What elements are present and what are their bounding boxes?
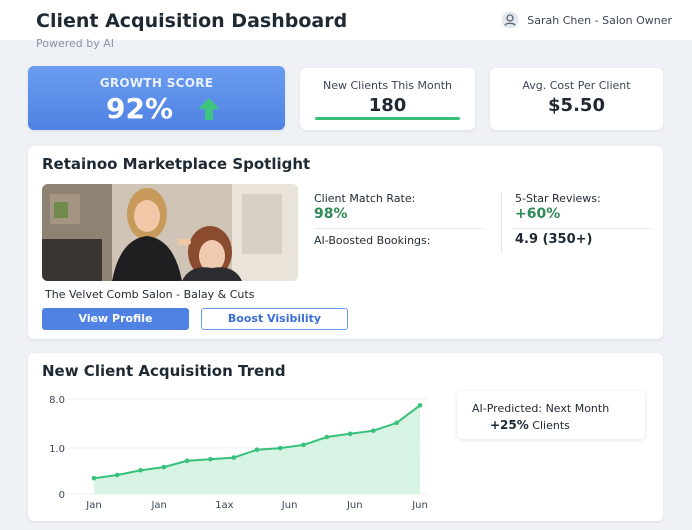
page-title: Client Acquisition Dashboard [36,10,348,32]
data-point [324,434,330,440]
prediction-text: +25% Clients [490,418,570,432]
growth-score-card: GROWTH SCORE 92% [28,66,285,130]
acquisition-trend-card: New Client Acquisition Trend 8.0 1.0 0 Jan… [28,353,663,521]
x-tick-label: Jun [411,500,428,511]
salon-name: The Velvet Comb Salon - Balay & Cuts [45,288,255,301]
growth-score-value: 92% [106,92,174,125]
boost-visibility-button[interactable]: Boost Visibility [201,308,348,330]
data-point [347,431,353,437]
ai-prediction-callout: AI-Predicted: Next Month +25% Clients [457,391,645,439]
rating-value: 4.9 (350+) [515,232,593,247]
user-name: Sarah Chen - Salon Owner [527,13,672,27]
y-tick-label: 8.0 [49,395,65,406]
x-tick-label: Jan [150,500,166,511]
powered-by-label: Powered by AI [36,37,115,50]
data-point [301,442,306,448]
stat-divider [512,228,652,229]
data-point [371,428,376,433]
data-point [91,475,97,481]
x-tick-label: Jun [281,500,298,511]
top-bar: Client Acquisition Dashboard Sarah Chen … [0,0,692,40]
spotlight-title: Retainoo Marketplace Spotlight [42,155,311,173]
marketplace-spotlight-card: Retainoo Marketplace Spotlight The Velve… [28,146,663,339]
data-point [254,447,260,452]
data-point [417,403,423,408]
salon-photo [42,184,298,281]
user-avatar-icon [501,11,519,29]
x-tick-label: Jun [346,500,363,511]
trend-chart: 8.0 1.0 0 Jan Jan 1ax Jun Jun Jun [49,395,428,511]
prediction-value: +25% [490,418,529,432]
data-point [277,445,283,451]
prediction-suffix: Clients [532,419,570,432]
data-point [184,458,190,464]
y-tick-label: 1.0 [49,444,65,455]
match-rate-label: Client Match Rate: [314,192,416,205]
match-rate-value: 98% [314,206,348,222]
data-point [114,472,120,478]
prediction-label: AI-Predicted: Next Month [472,402,610,415]
data-point [231,455,237,460]
avg-cost-value: $5.50 [548,95,605,116]
stat-divider [314,228,484,229]
series-area [94,405,420,494]
data-point [161,464,167,470]
new-clients-card: New Clients This Month 180 [300,68,475,130]
growth-score-label: GROWTH SCORE [99,76,214,90]
new-clients-progress [315,117,460,120]
avg-cost-label: Avg. Cost Per Client [522,79,631,92]
arrow-up-icon [198,98,220,120]
reviews-value: +60% [515,206,561,222]
new-clients-value: 180 [368,95,407,116]
trend-title: New Client Acquisition Trend [42,362,286,380]
x-tick-label: 1ax [215,500,233,511]
data-point [208,456,213,462]
user-profile[interactable]: Sarah Chen - Salon Owner [501,11,672,29]
ai-bookings-label: AI-Boosted Bookings: [314,234,431,247]
progress-fill [315,117,460,120]
reviews-label: 5-Star Reviews: [515,192,601,205]
new-clients-label: New Clients This Month [322,79,452,92]
x-tick-label: Jan [85,500,101,511]
avg-cost-card: Avg. Cost Per Client $5.50 [490,68,663,130]
data-point [394,420,400,426]
view-profile-button[interactable]: View Profile [42,308,189,330]
data-point [138,467,143,473]
stat-column-divider [501,192,502,252]
y-tick-label: 0 [59,490,65,501]
